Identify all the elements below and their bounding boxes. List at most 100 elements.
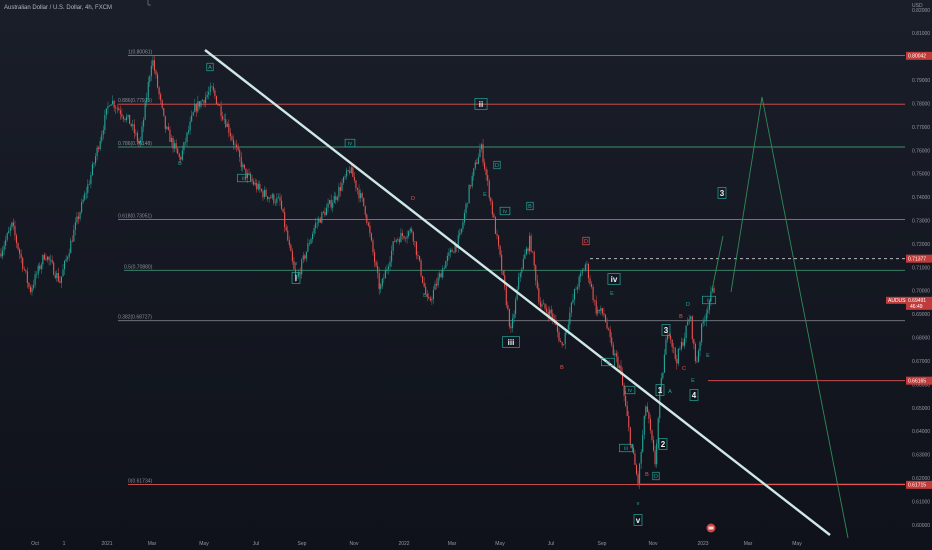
candle-body — [634, 453, 636, 465]
candle-body — [319, 218, 321, 223]
candle-body — [398, 239, 400, 243]
wave-label-box — [499, 206, 511, 216]
y-tick-label: 0.66000 — [912, 382, 930, 388]
candle-body — [194, 104, 196, 113]
candle-body — [654, 450, 656, 465]
time-axis[interactable]: Oct 1 2021 Mar May Jul Sep Nov 2022 Mar May Jul Sep N… — [31, 541, 802, 547]
candle-body — [418, 255, 421, 261]
candle-body — [476, 162, 478, 164]
y-tick-label: 0.70000 — [912, 289, 930, 295]
candle-body — [87, 184, 89, 193]
candle-body — [704, 320, 706, 322]
price-axis[interactable]: 0.820000.810000.800000.790000.780000.770… — [912, 8, 930, 529]
fib-label: 0.786(0.76148) — [118, 141, 152, 147]
candle-body — [387, 266, 390, 270]
candle-body — [170, 137, 173, 142]
candle-body — [91, 164, 93, 175]
candle-body — [518, 276, 520, 290]
candle-body — [516, 289, 518, 300]
candle-body — [707, 309, 709, 314]
candle-body — [484, 162, 486, 169]
projection-line[interactable] — [711, 235, 724, 291]
x-tick-label: Oct — [31, 541, 39, 547]
candle-body — [367, 222, 369, 226]
wave-label: iv — [628, 388, 632, 394]
candle-body — [493, 214, 495, 218]
candle-body — [234, 144, 236, 146]
candle-body — [502, 270, 504, 276]
candle-body — [628, 416, 630, 428]
wave-label-box — [601, 357, 615, 367]
wave-label: 3 — [720, 189, 725, 198]
candle-body — [291, 251, 293, 262]
price-tag — [906, 376, 932, 385]
candle-body — [356, 188, 359, 190]
candle-body — [355, 180, 357, 189]
price-tag-text: 0.66165 — [908, 378, 926, 384]
y-tick-label: 0.61000 — [912, 499, 930, 505]
wave-label: i — [295, 274, 297, 283]
candle-body — [536, 280, 538, 289]
candle-body — [74, 222, 76, 230]
candle-body — [349, 170, 351, 173]
candle-body — [635, 464, 638, 474]
wave-label: v — [636, 516, 641, 525]
candle-body — [112, 100, 114, 105]
candle-body — [622, 371, 624, 386]
trend-line[interactable] — [204, 49, 831, 536]
candle-body — [384, 270, 386, 279]
x-tick-label: Sep — [598, 541, 607, 547]
candle-body — [270, 197, 272, 199]
wave-label-box — [689, 389, 699, 401]
y-tick-label: 0.60000 — [912, 523, 930, 529]
candle-body — [670, 335, 672, 340]
projection-path[interactable] — [730, 96, 849, 539]
candle-body — [50, 259, 52, 261]
x-tick-label: May — [199, 541, 209, 547]
wave-label-box — [717, 187, 727, 199]
candle-body — [425, 286, 427, 295]
candle-body — [5, 239, 7, 246]
candle-body — [573, 289, 576, 300]
candle-body — [268, 197, 270, 200]
candle-body — [332, 202, 334, 208]
x-tick-label: Nov — [649, 541, 658, 547]
y-tick-label: 0.63000 — [912, 453, 930, 459]
drawings[interactable] — [204, 49, 849, 539]
wave-label: iii — [508, 338, 515, 347]
candle-body — [3, 245, 5, 251]
wave-label: E — [691, 378, 695, 384]
candle-body — [411, 228, 413, 233]
candle-body — [496, 233, 498, 236]
candle-body — [88, 183, 90, 185]
candle-body — [474, 162, 476, 169]
candle-body — [76, 216, 78, 223]
candle-body — [324, 211, 326, 216]
candle-body — [164, 115, 166, 129]
wave-label-box — [652, 471, 660, 481]
candle-body — [446, 255, 448, 262]
candle-body — [251, 179, 253, 182]
candle-body — [660, 378, 662, 393]
fib-levels: 1(0.80061) 0.886(0.77975) 0.786(0.76148) 0.… — [118, 49, 905, 486]
candle-body — [694, 343, 696, 362]
candle-body — [149, 76, 151, 83]
candle-body — [45, 259, 47, 261]
candle-body — [341, 182, 343, 191]
y-tick-label: 0.75000 — [912, 172, 930, 178]
candle-body — [288, 240, 290, 245]
candle-body — [110, 104, 112, 106]
fib-label: 1(0.80061) — [128, 49, 153, 55]
candle-body — [542, 303, 545, 305]
wave-label: B — [378, 284, 382, 290]
candle-body — [135, 132, 137, 134]
candle-body — [485, 168, 487, 176]
candle-body — [552, 313, 554, 319]
candle-body — [429, 298, 431, 301]
candle-body — [248, 173, 250, 175]
candle-body — [136, 132, 138, 142]
candle-body — [414, 241, 416, 242]
candle-body — [465, 203, 467, 214]
